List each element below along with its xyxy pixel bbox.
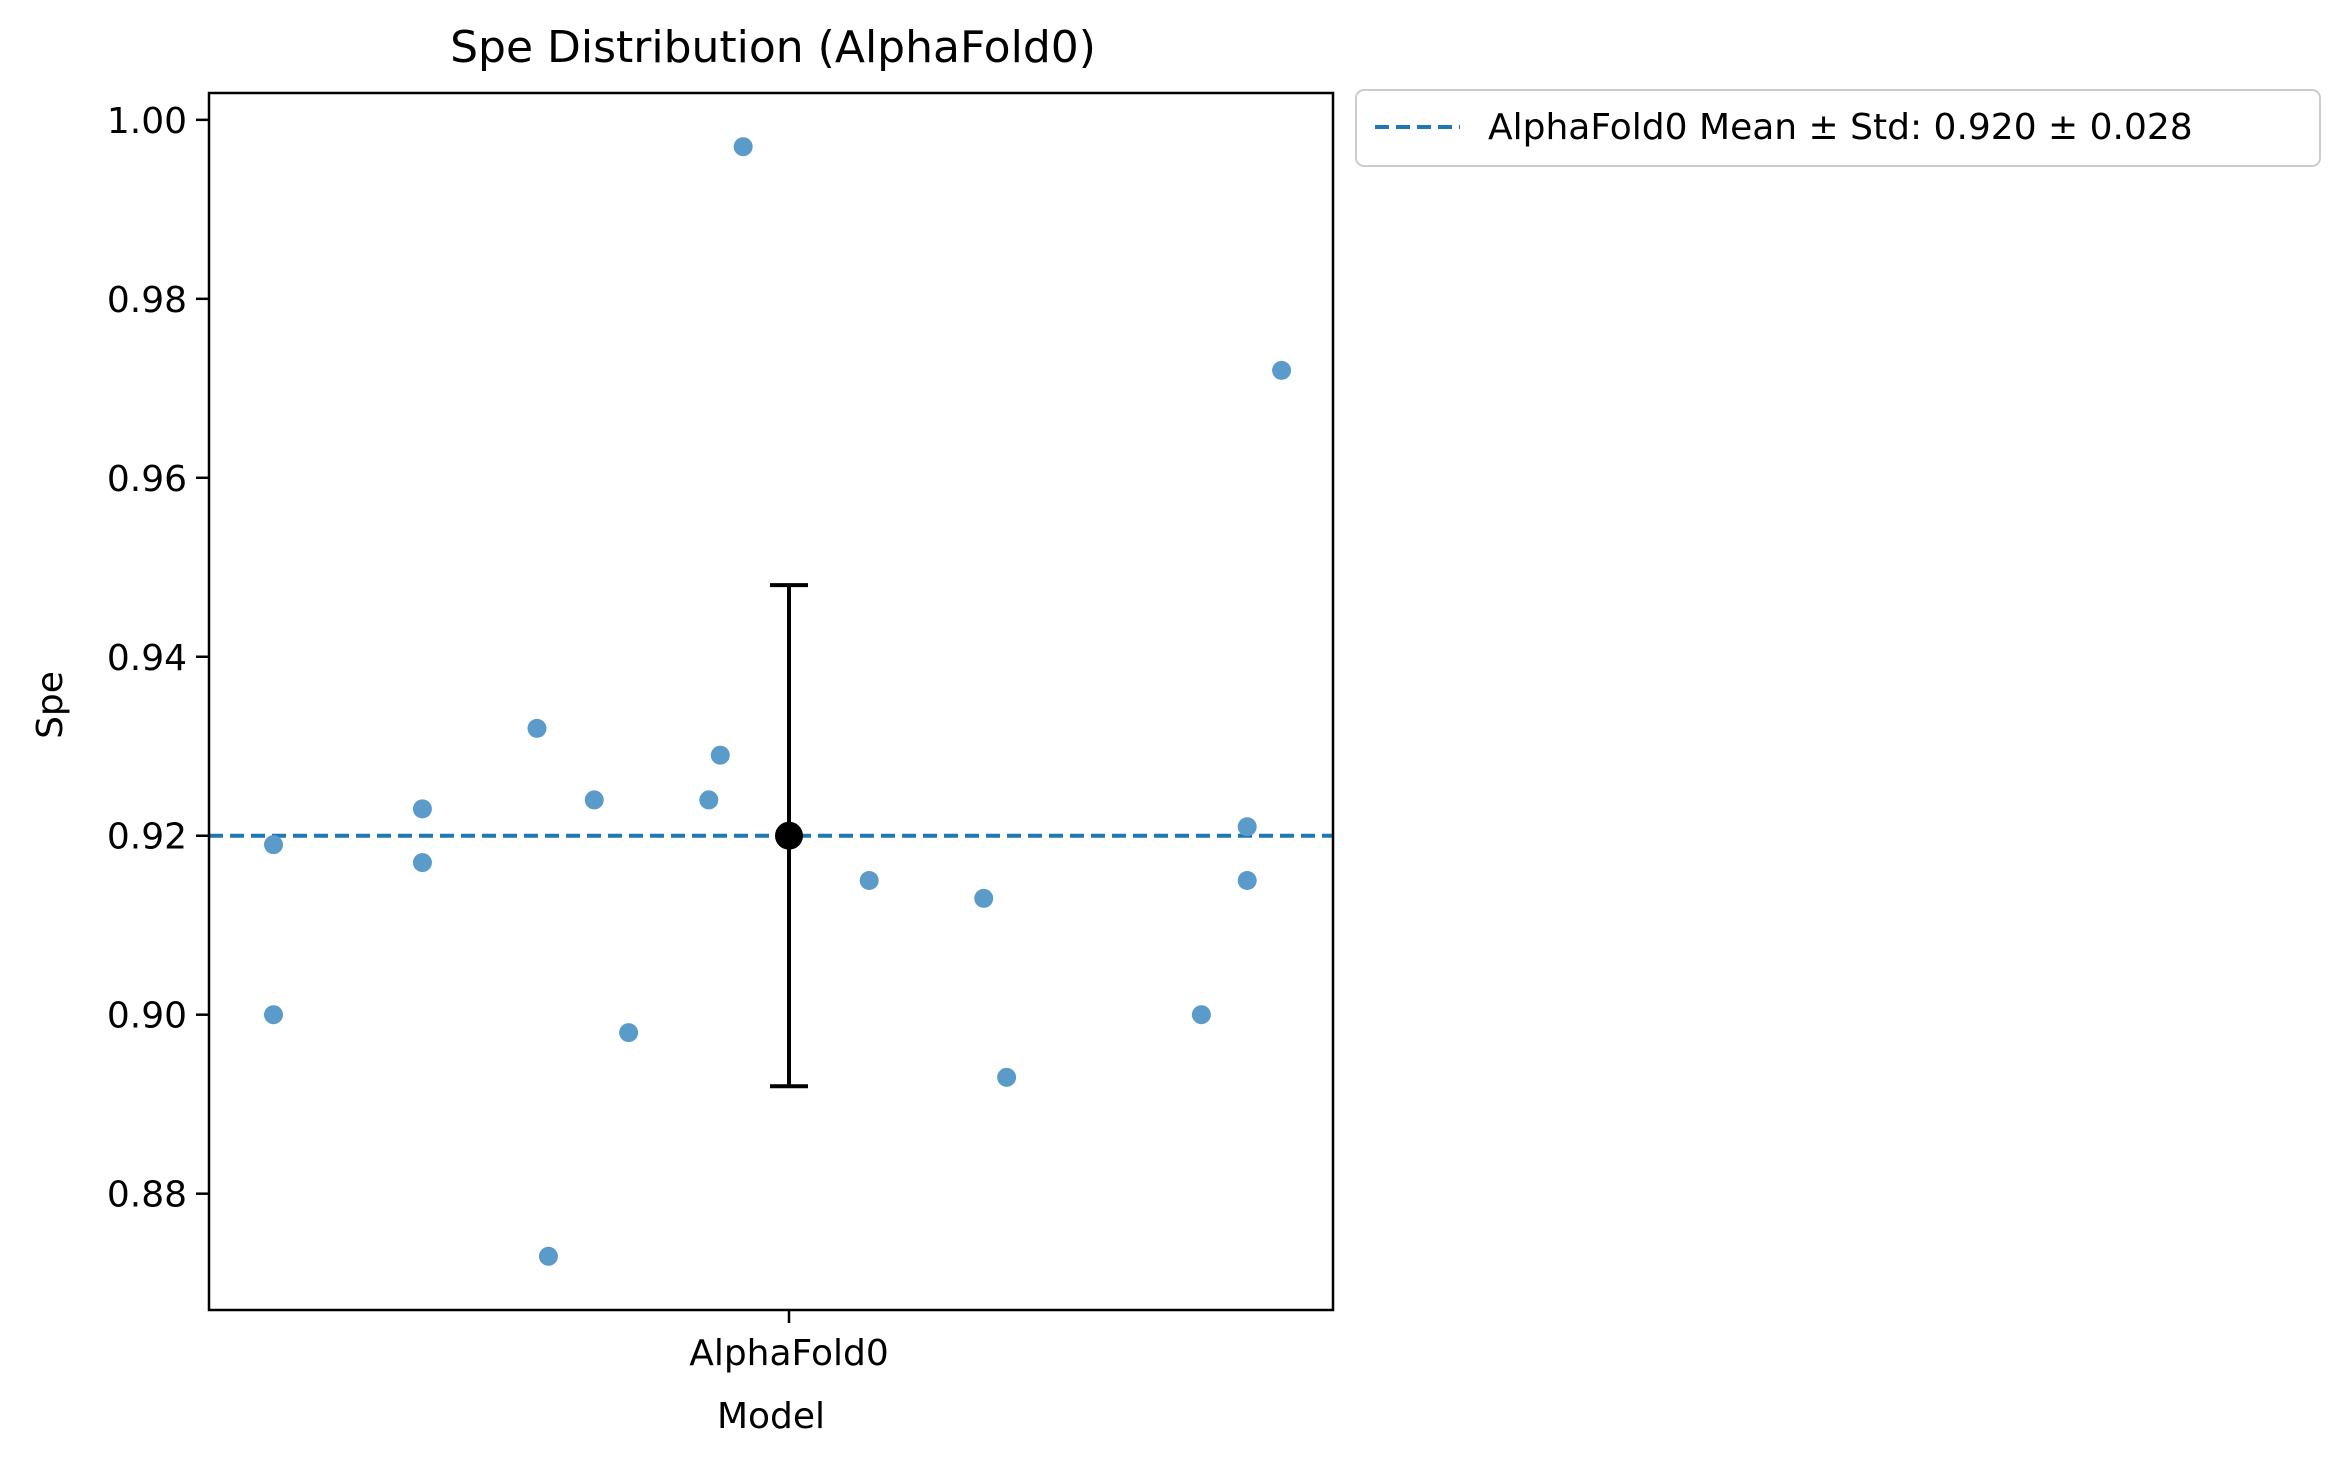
y-tick-label: 0.88 bbox=[107, 1175, 187, 1216]
y-tick-label: 0.96 bbox=[107, 459, 187, 500]
data-point bbox=[264, 1005, 284, 1025]
data-point bbox=[1191, 1005, 1211, 1025]
data-point bbox=[733, 137, 753, 157]
x-axis-label: Model bbox=[717, 1396, 825, 1437]
y-tick-label: 1.00 bbox=[107, 101, 187, 142]
data-point bbox=[1237, 817, 1257, 837]
x-axis: AlphaFold0 bbox=[689, 1310, 889, 1374]
data-point bbox=[538, 1246, 558, 1266]
data-point bbox=[997, 1067, 1017, 1087]
data-point bbox=[412, 853, 432, 873]
legend-box bbox=[1355, 89, 2321, 167]
data-point bbox=[974, 888, 994, 908]
legend-entry-label: AlphaFold0 Mean ± Std: 0.920 ± 0.028 bbox=[1488, 107, 2193, 148]
data-point bbox=[412, 799, 432, 819]
plot-area bbox=[209, 137, 1333, 1266]
data-point bbox=[859, 870, 879, 890]
y-tick-label: 0.92 bbox=[107, 817, 187, 858]
data-point bbox=[699, 790, 719, 810]
data-point bbox=[710, 745, 730, 765]
data-point bbox=[619, 1023, 639, 1043]
mean-marker bbox=[775, 821, 803, 850]
data-point bbox=[527, 718, 547, 738]
data-point bbox=[1272, 360, 1292, 380]
data-point bbox=[1237, 870, 1257, 890]
data-point bbox=[264, 835, 284, 855]
y-axis-label: Spe bbox=[30, 671, 71, 739]
x-tick-label: AlphaFold0 bbox=[689, 1333, 889, 1374]
axes-frame bbox=[207, 91, 1335, 1312]
data-point bbox=[584, 790, 604, 810]
y-tick-label: 0.98 bbox=[107, 280, 187, 321]
legend: AlphaFold0 Mean ± Std: 0.920 ± 0.028 bbox=[1355, 89, 2321, 167]
y-axis: 0.88 0.90 0.92 0.94 0.96 0.98 1.00 bbox=[107, 101, 209, 1216]
y-tick-label: 0.94 bbox=[107, 638, 187, 679]
y-tick-label: 0.90 bbox=[107, 996, 187, 1037]
chart-title: Spe Distribution (AlphaFold0) bbox=[450, 22, 1096, 73]
